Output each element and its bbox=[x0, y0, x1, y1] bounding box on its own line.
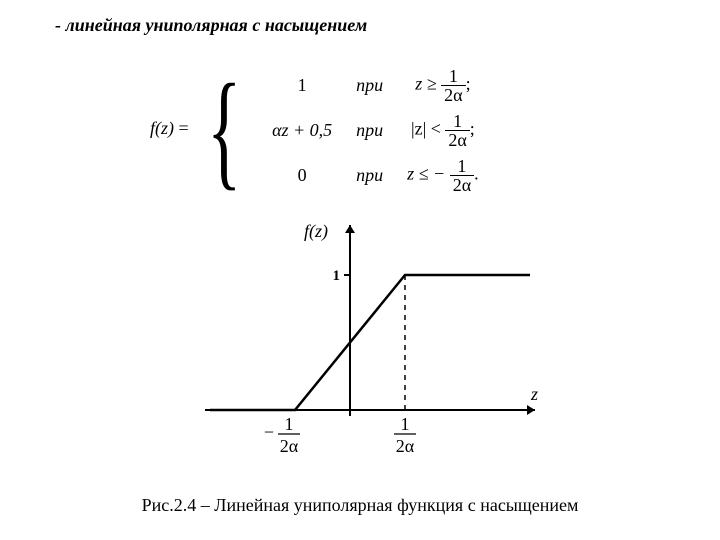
svg-text:z: z bbox=[530, 384, 538, 404]
eq-val-1: 1 bbox=[260, 63, 344, 108]
eq-rhs-2: |z| < 12α; bbox=[395, 108, 490, 153]
eq-equals: = bbox=[174, 118, 193, 138]
activation-function-chart: f(z)z1− 12α12α bbox=[200, 215, 540, 465]
eq-brace: { bbox=[207, 55, 241, 205]
svg-text:1: 1 bbox=[333, 268, 341, 284]
figure-caption: Рис.2.4 – Линейная униполярная функция с… bbox=[0, 495, 720, 516]
svg-text:1: 1 bbox=[401, 414, 410, 434]
eq-val-3: 0 bbox=[260, 153, 344, 198]
eq-rhs-1: z ≥ 12α; bbox=[395, 63, 490, 108]
eq-val-2: αz + 0,5 bbox=[260, 108, 344, 153]
svg-text:1: 1 bbox=[285, 414, 294, 434]
eq-cond-word-1: при bbox=[344, 63, 395, 108]
eq-cond-word-2: при bbox=[344, 108, 395, 153]
svg-text:f(z): f(z) bbox=[304, 221, 328, 242]
section-heading: - линейная униполярная с насыщением bbox=[55, 15, 367, 36]
eq-row-1: 1 при z ≥ 12α; bbox=[260, 63, 491, 108]
eq-row-3: 0 при z ≤ − 12α. bbox=[260, 153, 491, 198]
eq-cond-word-3: при bbox=[344, 153, 395, 198]
chart-svg: f(z)z1− 12α12α bbox=[200, 215, 540, 465]
eq-row-2: αz + 0,5 при |z| < 12α; bbox=[260, 108, 491, 153]
piecewise-equation: f(z) = { 1 при z ≥ 12α; αz + 0,5 при |z|… bbox=[150, 55, 491, 205]
eq-rhs-3: z ≤ − 12α. bbox=[395, 153, 490, 198]
eq-lhs: f(z) bbox=[150, 118, 174, 138]
svg-text:−: − bbox=[264, 422, 274, 442]
svg-text:2α: 2α bbox=[396, 436, 415, 456]
svg-text:2α: 2α bbox=[280, 436, 299, 456]
